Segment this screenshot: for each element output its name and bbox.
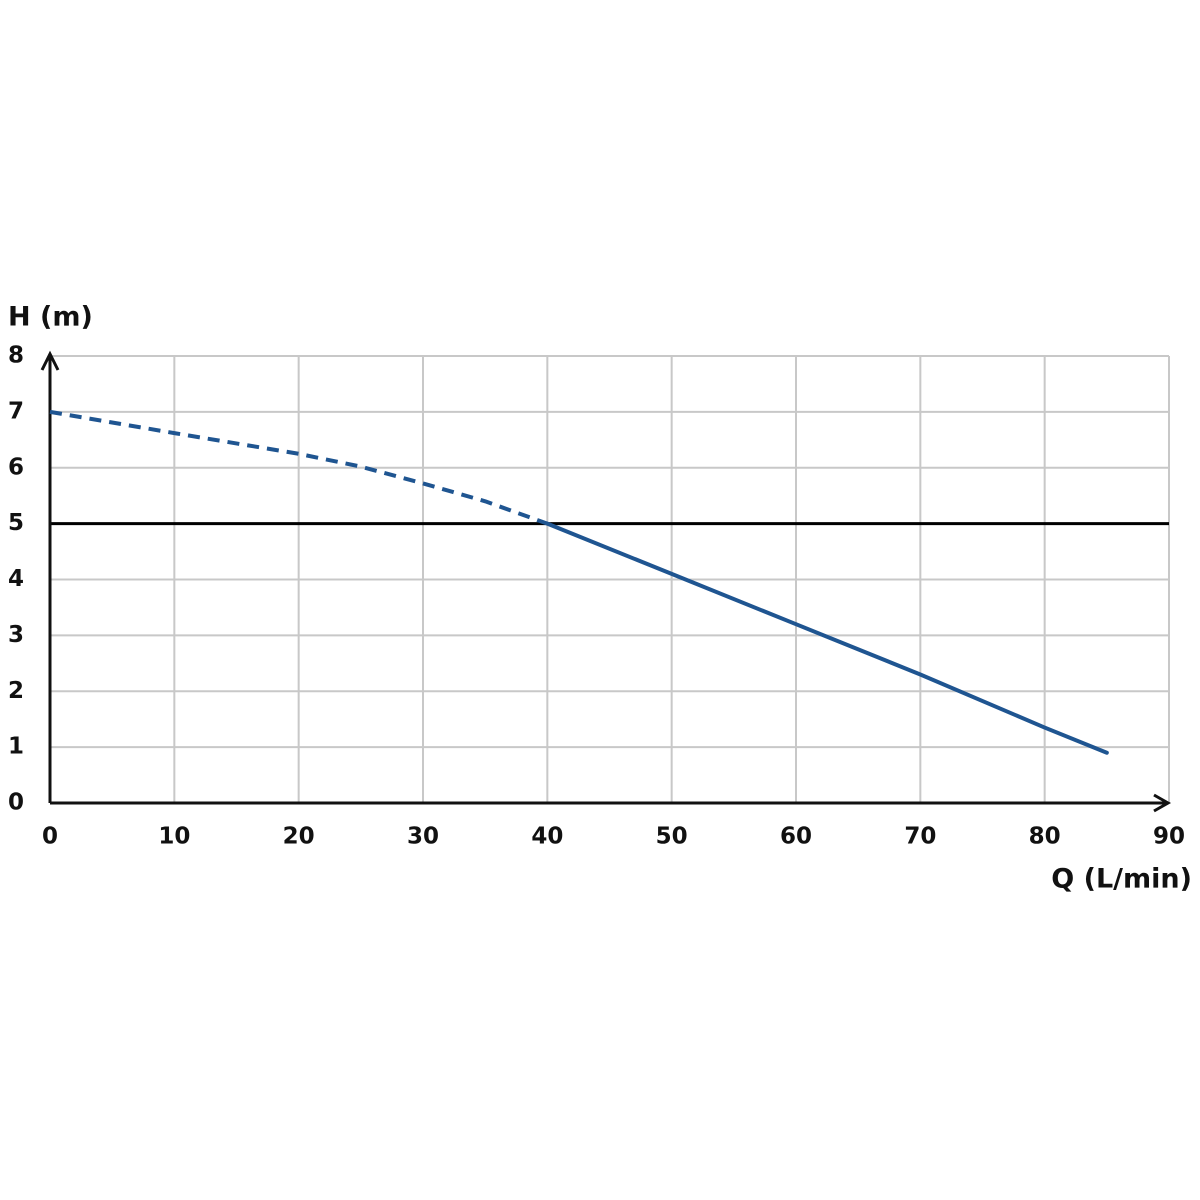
x-axis-label: Q (L/min) — [1051, 864, 1192, 895]
y-tick-label: 8 — [8, 343, 24, 369]
curve — [49, 409, 549, 526]
y-tick-label: 7 — [8, 398, 24, 424]
y-tick-label: 5 — [8, 510, 24, 536]
x-axis-arrow — [1153, 793, 1172, 813]
y-axis-label: H (m) — [8, 302, 93, 333]
x-tick-label: 40 — [531, 824, 563, 850]
x-tick-label: 20 — [283, 824, 315, 850]
x-tick-label: 30 — [407, 824, 439, 850]
x-tick-label: 60 — [780, 824, 812, 850]
y-tick-label: 0 — [8, 790, 24, 816]
x-tick-label: 70 — [904, 824, 936, 850]
y-tick-label: 1 — [8, 734, 24, 760]
x-tick-label: 90 — [1153, 824, 1185, 850]
y-tick-label: 4 — [8, 566, 24, 592]
y-axis-arrow — [40, 350, 60, 371]
x-tick-label: 80 — [1029, 824, 1061, 850]
y-tick-label: 3 — [8, 622, 24, 648]
curve — [545, 521, 1109, 755]
x-tick-label: 50 — [656, 824, 688, 850]
y-tick-label: 6 — [8, 454, 24, 480]
y-tick-label: 2 — [8, 678, 24, 704]
x-tick-label: 0 — [42, 824, 58, 850]
x-tick-label: 10 — [158, 824, 190, 850]
